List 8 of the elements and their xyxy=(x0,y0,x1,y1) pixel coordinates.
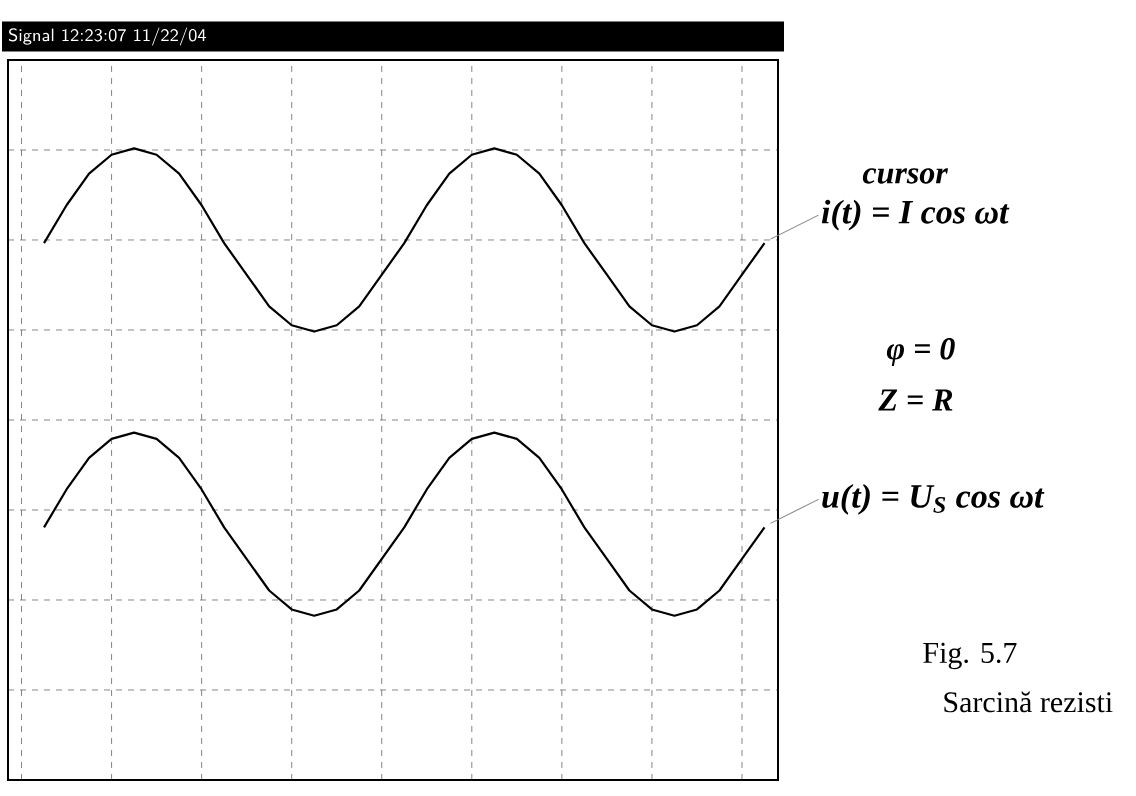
text: Sarcină rezisti xyxy=(944,691,1113,713)
chart-title: Signal 12:23:07 11/22/04 xyxy=(8,27,207,46)
text: Z = R xyxy=(878,389,953,411)
text: cursor xyxy=(862,168,948,184)
series-label: u(t) = U$_{S}$ cos ωt xyxy=(822,483,1045,515)
text: φ = 0 xyxy=(886,337,955,367)
series-label: i(t) = I cos ωt xyxy=(821,199,1010,231)
caption: Fig. 5.7 xyxy=(923,642,1017,670)
